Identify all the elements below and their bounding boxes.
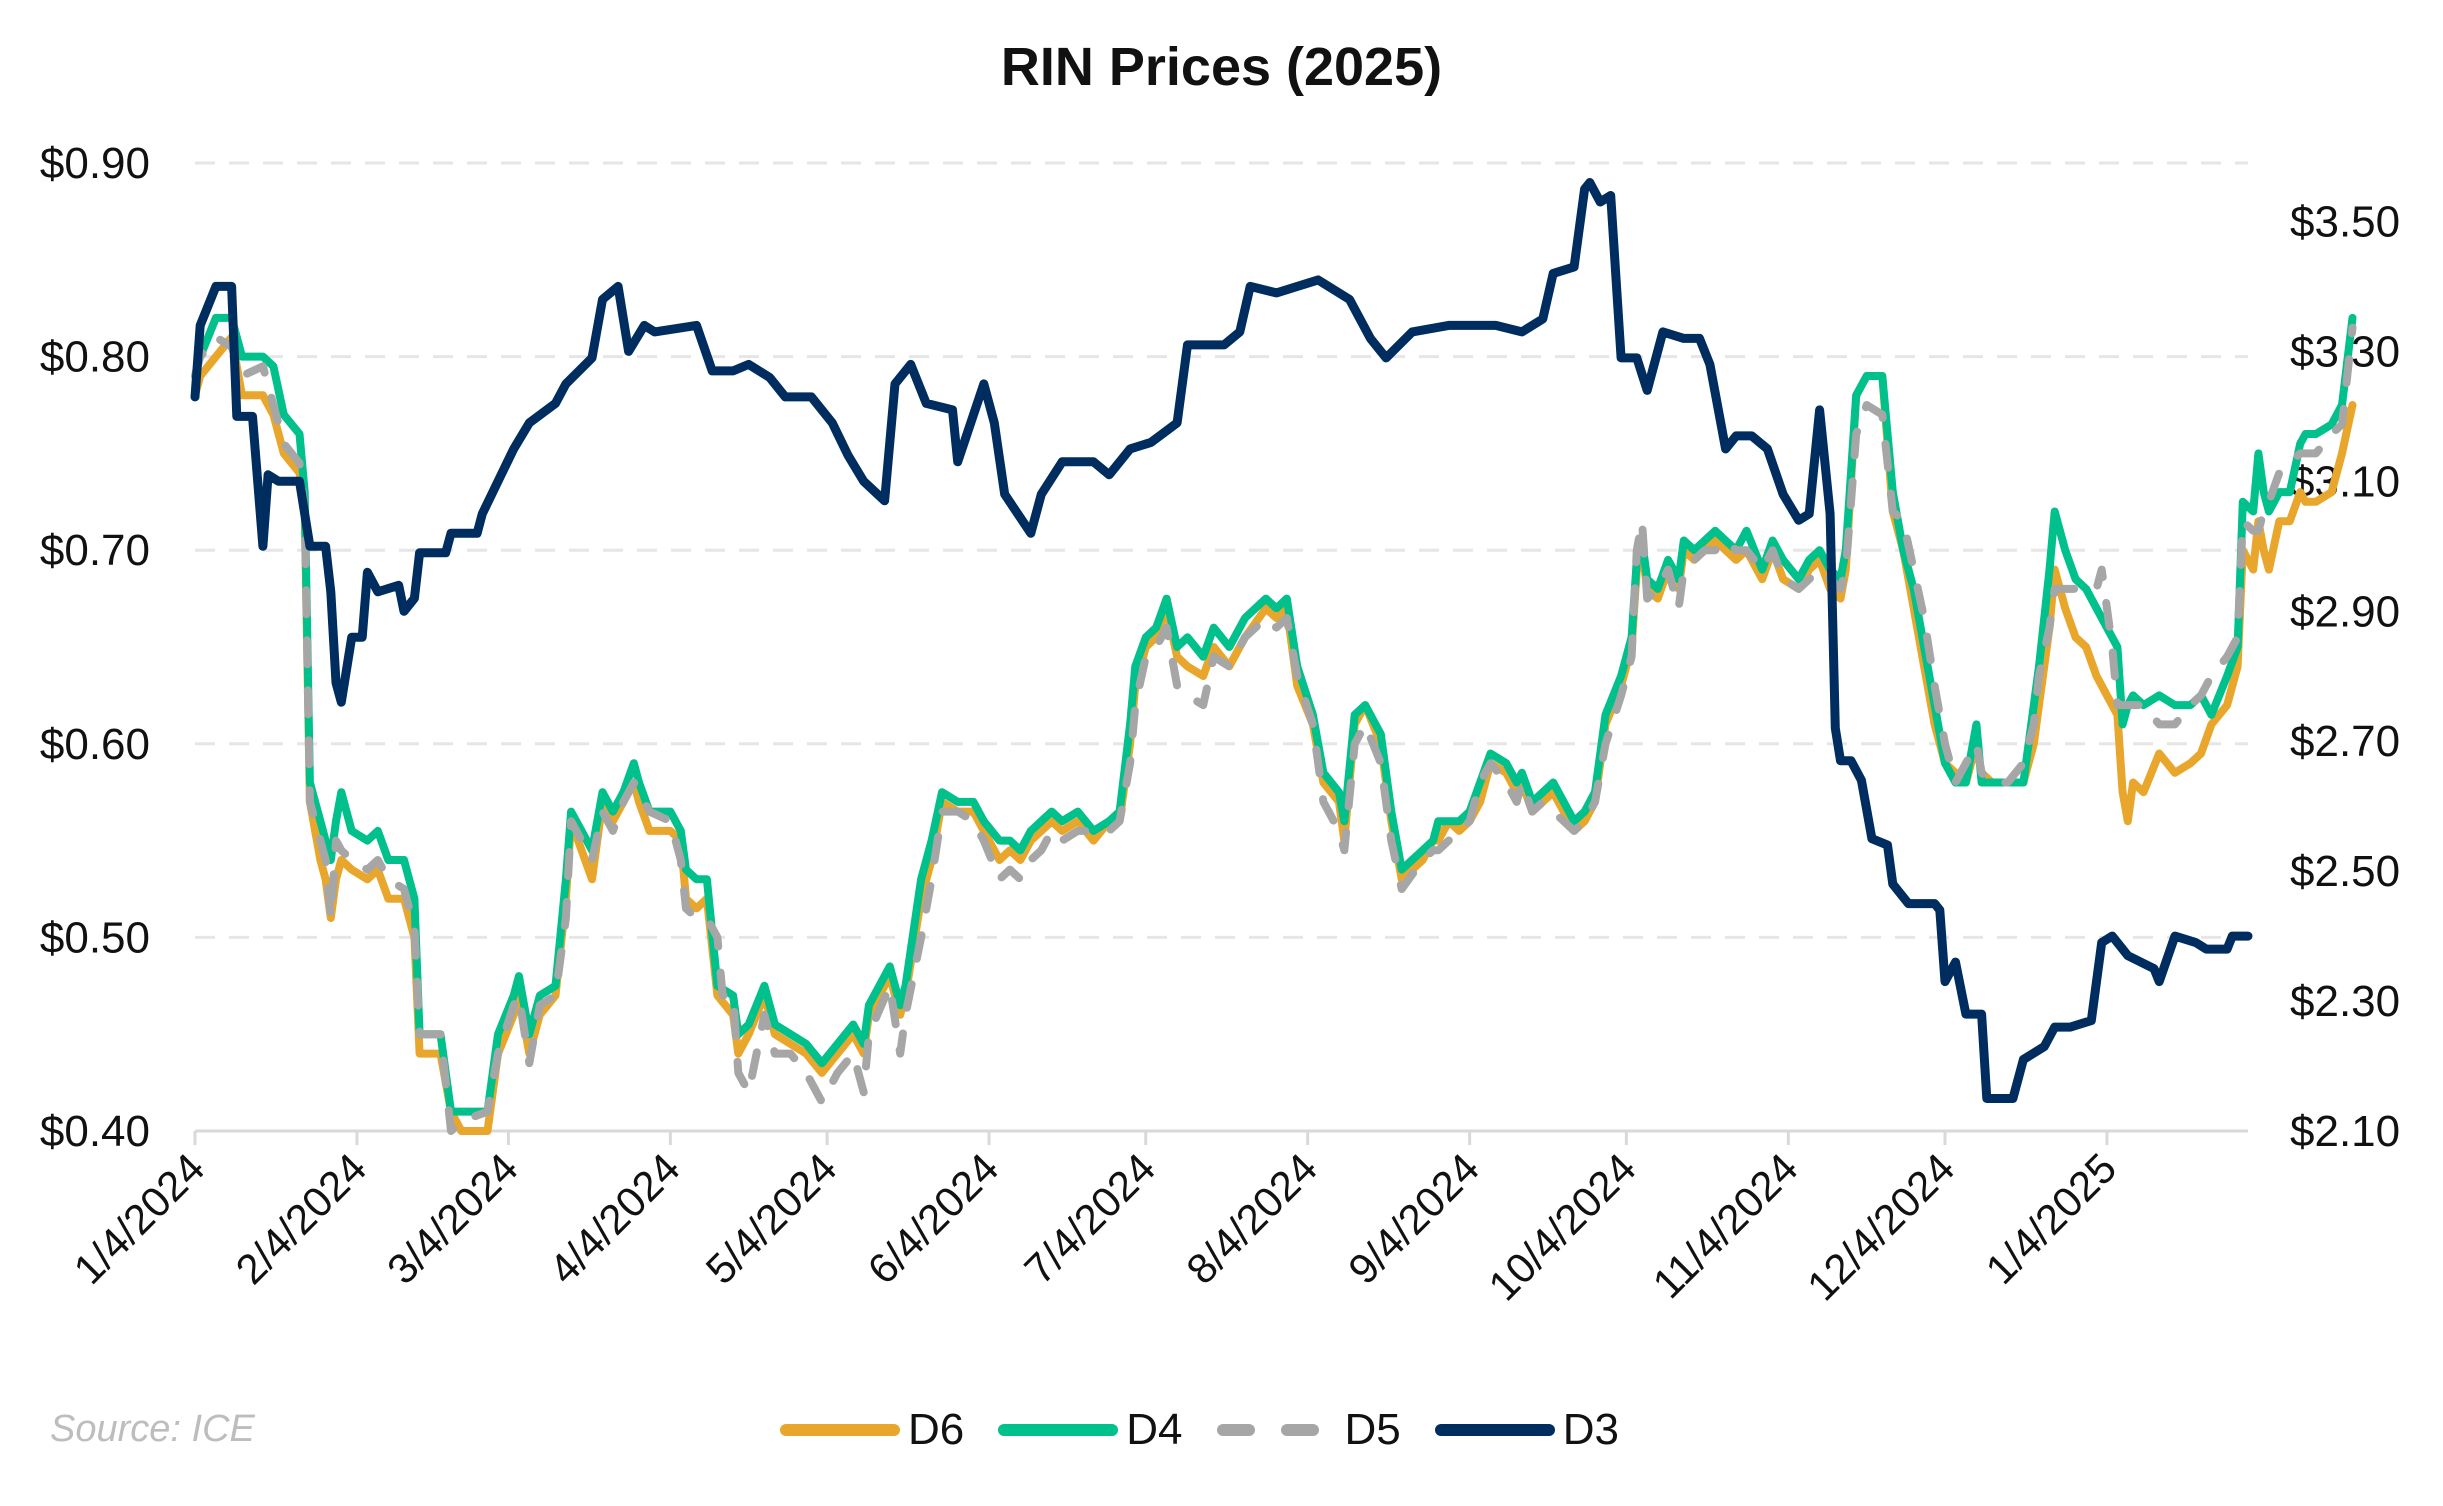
x-axis-tick-label: 11/4/2024 <box>1644 1144 1807 1307</box>
chart-title: RIN Prices (2025) <box>1000 37 1443 97</box>
series-line-d3 <box>190 178 2253 1103</box>
x-axis-tick-label: 1/4/2025 <box>1976 1144 2125 1293</box>
right-axis: $2.10$2.30$2.50$2.70$2.90$3.10$3.30$3.50 <box>2290 197 2400 1156</box>
x-axis-tick-label: 4/4/2024 <box>540 1144 689 1293</box>
legend-label: D3 <box>1562 1405 1619 1454</box>
x-axis-tick-label: 10/4/2024 <box>1479 1144 1644 1309</box>
x-axis-tick-label: 7/4/2024 <box>1015 1144 1164 1293</box>
left-axis-tick-label: $0.60 <box>40 720 150 769</box>
left-axis-tick-label: $0.50 <box>40 913 150 962</box>
series-lines <box>190 178 2357 1135</box>
left-axis-tick-label: $0.80 <box>40 333 150 382</box>
legend: D6 D4 D5 D3 <box>780 1405 1619 1455</box>
legend-swatch <box>998 1424 1119 1436</box>
x-axis-tick-label: 1/4/2024 <box>65 1144 214 1293</box>
source-note: Source: ICE <box>50 1408 255 1450</box>
legend-item-d6: D6 <box>780 1405 964 1455</box>
legend-item-d4: D4 <box>998 1405 1183 1455</box>
x-axis-tick-label: 6/4/2024 <box>859 1144 1008 1293</box>
legend-swatch <box>780 1424 900 1436</box>
legend-item-d3: D3 <box>1434 1405 1619 1455</box>
legend-label: D6 <box>908 1405 965 1454</box>
left-axis-tick-label: $0.90 <box>40 139 150 188</box>
legend-swatch <box>1434 1424 1555 1436</box>
legend-label: D5 <box>1344 1405 1401 1454</box>
gridlines <box>195 161 2248 939</box>
x-axis-tick-label: 8/4/2024 <box>1177 1144 1326 1293</box>
legend-label: D4 <box>1126 1405 1183 1454</box>
x-axis: 1/4/2024 2/4/2024 3/4/2024 4/4/2024 5/4/2024… <box>65 1129 2248 1309</box>
left-axis-tick-label: $0.70 <box>40 526 150 575</box>
series-line-d5 <box>191 323 2357 1135</box>
legend-item-d5: D5 <box>1216 1405 1401 1455</box>
right-axis-tick-label: $2.70 <box>2290 717 2400 766</box>
right-axis-tick-label: $2.10 <box>2290 1107 2400 1156</box>
left-axis-tick-label: $0.40 <box>40 1107 150 1156</box>
series-line-d4 <box>191 313 2357 1116</box>
legend-swatch <box>1216 1424 1337 1436</box>
x-axis-tick-label: 2/4/2024 <box>226 1144 375 1293</box>
x-axis-tick-label: 3/4/2024 <box>378 1144 527 1293</box>
x-axis-tick-label: 12/4/2024 <box>1798 1144 1963 1309</box>
right-axis-tick-label: $2.50 <box>2290 847 2400 896</box>
x-axis-tick-label: 9/4/2024 <box>1339 1144 1488 1293</box>
x-axis-tick-label: 5/4/2024 <box>697 1144 846 1293</box>
right-axis-tick-label: $3.50 <box>2290 197 2400 246</box>
right-axis-tick-label: $2.30 <box>2290 977 2400 1026</box>
right-axis-tick-label: $2.90 <box>2290 587 2400 636</box>
left-axis: $0.40 $0.50 $0.60 $0.70 $0.80 $0.90 <box>40 139 150 1156</box>
